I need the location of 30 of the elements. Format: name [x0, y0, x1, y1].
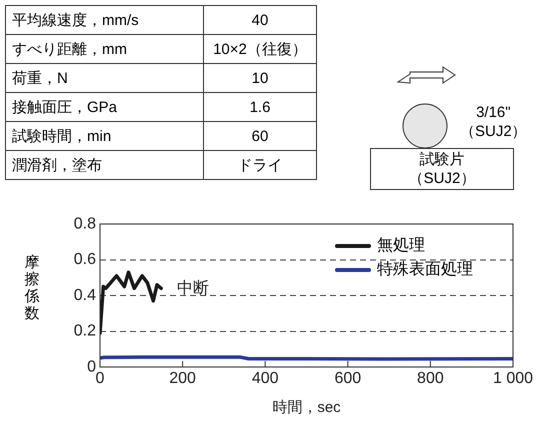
specimen-block: 試験片 （SUJ2）: [370, 148, 514, 190]
text: 3/16": [475, 103, 512, 122]
x-tick-label: 200: [169, 370, 196, 388]
text: 平均線速度，mm/s: [6, 6, 204, 34]
text: 荷重，N: [6, 64, 204, 92]
x-tick-label: 1 000: [492, 370, 534, 388]
text: 10×2（往復）: [204, 34, 316, 64]
text: （SUJ2）: [460, 122, 527, 141]
x-tick-label: 400: [252, 370, 279, 388]
y-axis-title: 摩擦係数: [24, 254, 40, 322]
text: 接触面圧，GPa: [6, 92, 204, 122]
x-tick-label: 600: [334, 370, 362, 388]
y-tick-label: 0.6: [74, 251, 96, 268]
legend-label: 無処理: [377, 236, 425, 256]
x-tick-label: 800: [417, 370, 444, 388]
text: 60: [204, 122, 316, 150]
text: ドライ: [204, 150, 316, 180]
legend-label: 特殊表面処理: [377, 260, 473, 280]
text: 試験時間，min: [6, 122, 204, 150]
text: 潤滑剤，塗布: [6, 150, 204, 180]
text: すべり距離，mm: [6, 34, 204, 64]
x-axis-title: 時間，sec: [272, 399, 342, 416]
text: 1.6: [204, 92, 316, 122]
y-tick-label: 0.2: [74, 322, 96, 340]
y-tick-label: 0: [87, 358, 96, 376]
y-tick-label: 0.4: [74, 286, 96, 304]
annotation: 中断: [177, 278, 210, 297]
text: 40: [204, 6, 316, 34]
text: 10: [204, 64, 316, 92]
y-tick-label: 0.8: [74, 215, 96, 232]
